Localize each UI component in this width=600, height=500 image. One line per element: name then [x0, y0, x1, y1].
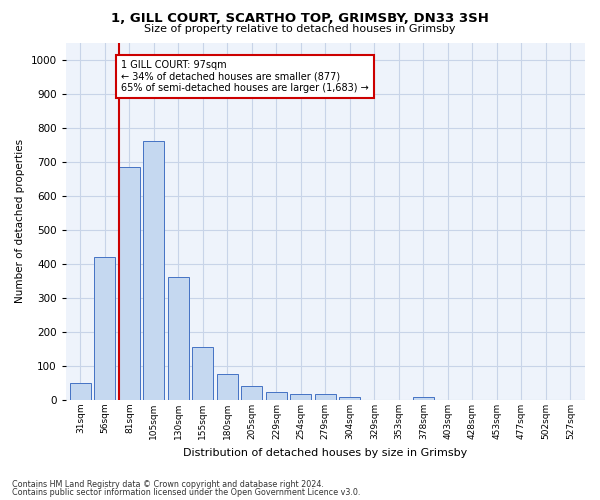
Bar — [290, 394, 311, 400]
X-axis label: Distribution of detached houses by size in Grimsby: Distribution of detached houses by size … — [183, 448, 467, 458]
Bar — [340, 398, 360, 400]
Bar — [168, 278, 189, 400]
Text: Contains public sector information licensed under the Open Government Licence v3: Contains public sector information licen… — [12, 488, 361, 497]
Bar — [94, 257, 115, 400]
Bar — [193, 347, 213, 400]
Bar — [315, 394, 336, 400]
Bar — [70, 383, 91, 400]
Bar — [266, 392, 287, 400]
Bar — [217, 374, 238, 400]
Bar — [119, 167, 140, 400]
Text: Size of property relative to detached houses in Grimsby: Size of property relative to detached ho… — [144, 24, 456, 34]
Text: 1, GILL COURT, SCARTHO TOP, GRIMSBY, DN33 3SH: 1, GILL COURT, SCARTHO TOP, GRIMSBY, DN3… — [111, 12, 489, 26]
Bar — [241, 386, 262, 400]
Text: Contains HM Land Registry data © Crown copyright and database right 2024.: Contains HM Land Registry data © Crown c… — [12, 480, 324, 489]
Y-axis label: Number of detached properties: Number of detached properties — [15, 139, 25, 304]
Bar — [143, 141, 164, 400]
Text: 1 GILL COURT: 97sqm
← 34% of detached houses are smaller (877)
65% of semi-detac: 1 GILL COURT: 97sqm ← 34% of detached ho… — [121, 60, 368, 92]
Bar — [413, 398, 434, 400]
